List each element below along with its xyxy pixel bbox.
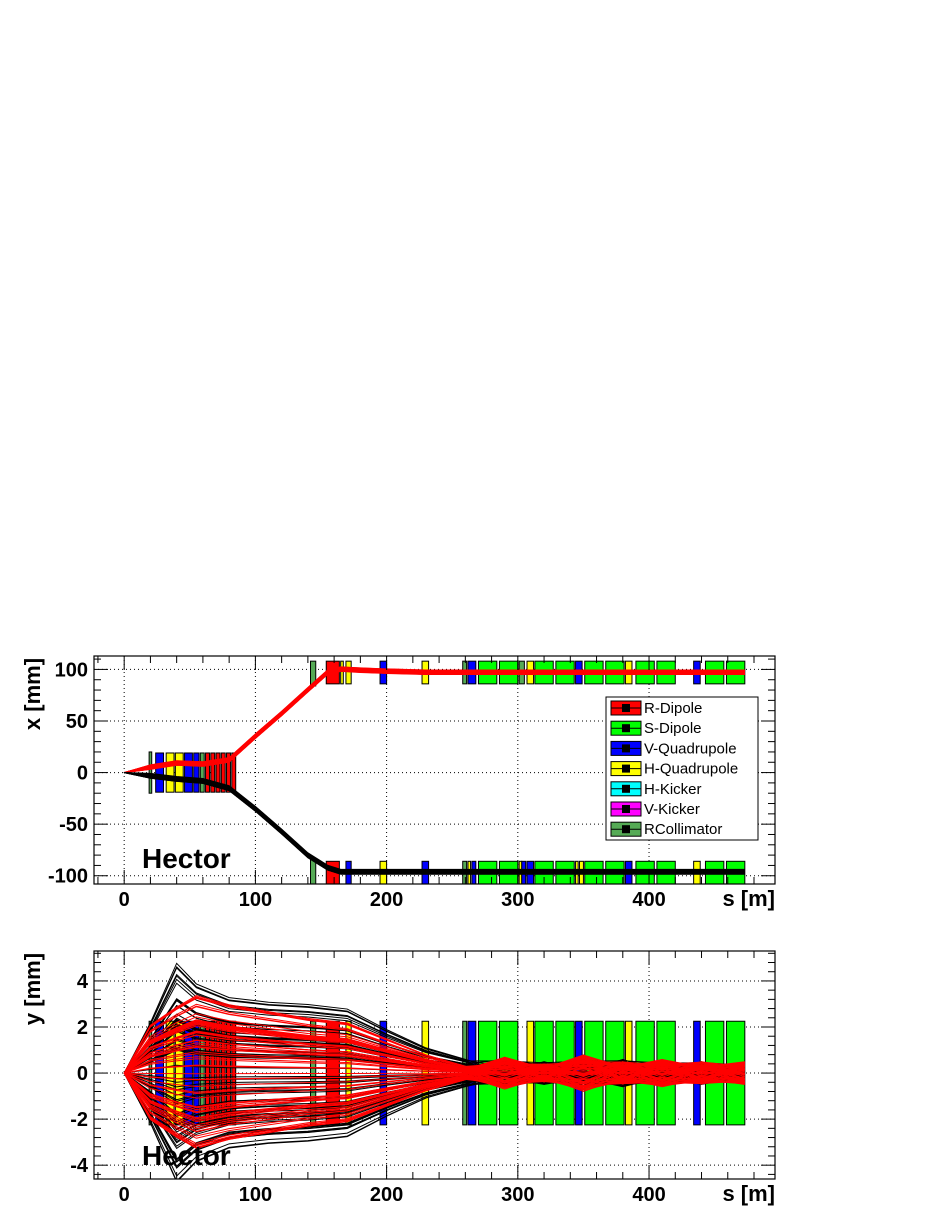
track-0-39 [124, 670, 745, 774]
track-1-47 [123, 1072, 745, 1108]
x-tick-label-1: 100 [239, 889, 272, 911]
x-axis-title: s [m] [722, 1181, 775, 1206]
track-1-60 [124, 1072, 745, 1091]
y-axis-title: x [mm] [20, 658, 45, 730]
track-1-31 [124, 772, 745, 871]
beam-element-2 [165, 752, 175, 793]
track-0-17 [123, 1072, 745, 1179]
track-1-42 [124, 1064, 745, 1074]
beam-element-8 [210, 752, 216, 793]
track-0-63 [123, 973, 745, 1074]
x-tick-label-4: 400 [632, 889, 665, 911]
legend-label-4: H-Kicker [644, 781, 702, 798]
track-1-55 [123, 1039, 745, 1074]
beam-element-14 [310, 858, 317, 884]
y-tick-label-2: 0 [77, 1063, 88, 1085]
beam-element-18 [345, 660, 352, 685]
beam-element-11 [226, 752, 231, 793]
track-0-38 [124, 667, 745, 774]
legend-marker-3 [622, 764, 630, 773]
y-tick-label-0: -100 [48, 866, 88, 888]
x-tick-label-0: 0 [119, 889, 130, 911]
top-panel-x-vs-s: 0 100 200 300 400 -100 -50 0 50 100 s [m] x [mm] Hec… [20, 655, 776, 911]
hector-label: Hector [142, 843, 231, 874]
y-tick-label-4: 100 [55, 659, 88, 681]
y-tick-label-2: 0 [77, 763, 88, 785]
track-1-61 [123, 1003, 745, 1076]
x-tick-label-2: 200 [370, 1184, 403, 1206]
y-tick-label-0: -4 [70, 1155, 89, 1177]
y-tick-label-3: 50 [66, 711, 88, 733]
legend-marker-0 [622, 704, 630, 712]
beam-element-10 [220, 752, 226, 793]
beam-element-5 [193, 752, 200, 793]
legend: R-Dipole S-Dipole V-Quadrupole H-Quadrupole… [605, 696, 759, 841]
track-1-34 [124, 772, 745, 875]
legend-label-5: V-Kicker [644, 801, 700, 818]
legend-marker-2 [622, 744, 630, 753]
track-1-48 [123, 1054, 746, 1139]
beam-element-3 [174, 752, 184, 793]
beam-element-4 [184, 752, 193, 793]
legend-marker-5 [622, 805, 630, 813]
track-1-59 [123, 995, 745, 1078]
x-tick-label-0: 0 [119, 1184, 130, 1206]
legend-label-1: S-Dipole [644, 720, 702, 737]
beam-element-9 [215, 752, 221, 793]
plot-content [123, 962, 746, 1179]
beam-element-6 [199, 752, 205, 793]
y-tick-label-1: -2 [70, 1109, 88, 1131]
legend-label-3: H-Quadrupole [644, 761, 738, 778]
x-tick-label-3: 300 [501, 1184, 534, 1206]
hector-label: Hector [142, 1140, 231, 1171]
legend-marker-6 [622, 825, 630, 834]
track-1-45 [123, 1072, 745, 1146]
track-1-63 [123, 1022, 745, 1074]
plot-frame [93, 655, 776, 885]
track-1-39 [124, 772, 745, 874]
x-tick-label-2: 200 [370, 889, 403, 911]
bottom-panel-y-vs-s: 0 100 200 300 400 -4 -2 0 2 4 s [m] y [mm] Hector [20, 950, 776, 1206]
track-1-67 [123, 1059, 745, 1093]
track-1-41 [124, 1065, 745, 1081]
track-1-68 [123, 1042, 745, 1083]
track-1-66 [123, 1059, 746, 1149]
legend-label-2: V-Quadrupole [644, 740, 737, 757]
track-1-62 [123, 1045, 745, 1074]
track-0-66 [123, 1072, 745, 1177]
beam-element-17 [340, 660, 344, 685]
plot-content [124, 660, 746, 884]
track-1-37 [124, 772, 745, 873]
legend-marker-1 [622, 724, 630, 733]
plot-frame [93, 950, 776, 1180]
track-1-38 [124, 772, 745, 872]
beam-element-0 [148, 751, 153, 794]
legend-label-0: R-Dipole [644, 700, 702, 717]
track-1-0 [123, 1057, 746, 1130]
beam-element-7 [205, 752, 210, 793]
y-tick-label-4: 4 [77, 971, 89, 993]
track-1-69 [123, 1072, 745, 1133]
track-0-67 [123, 1060, 745, 1105]
beam-element-1 [155, 752, 165, 793]
x-tick-label-3: 300 [501, 889, 534, 911]
legend-label-6: RCollimator [644, 821, 722, 838]
y-axis-title: y [mm] [20, 953, 45, 1025]
track-0-37 [124, 669, 745, 774]
legend-marker-4 [622, 784, 630, 793]
track-1-64 [123, 1072, 745, 1099]
y-tick-label-3: 2 [77, 1017, 88, 1039]
y-tick-label-1: -50 [59, 814, 88, 836]
x-axis-title: s [m] [722, 886, 775, 911]
x-tick-label-1: 100 [239, 1184, 272, 1206]
track-0-36 [124, 666, 745, 774]
x-tick-label-4: 400 [632, 1184, 665, 1206]
